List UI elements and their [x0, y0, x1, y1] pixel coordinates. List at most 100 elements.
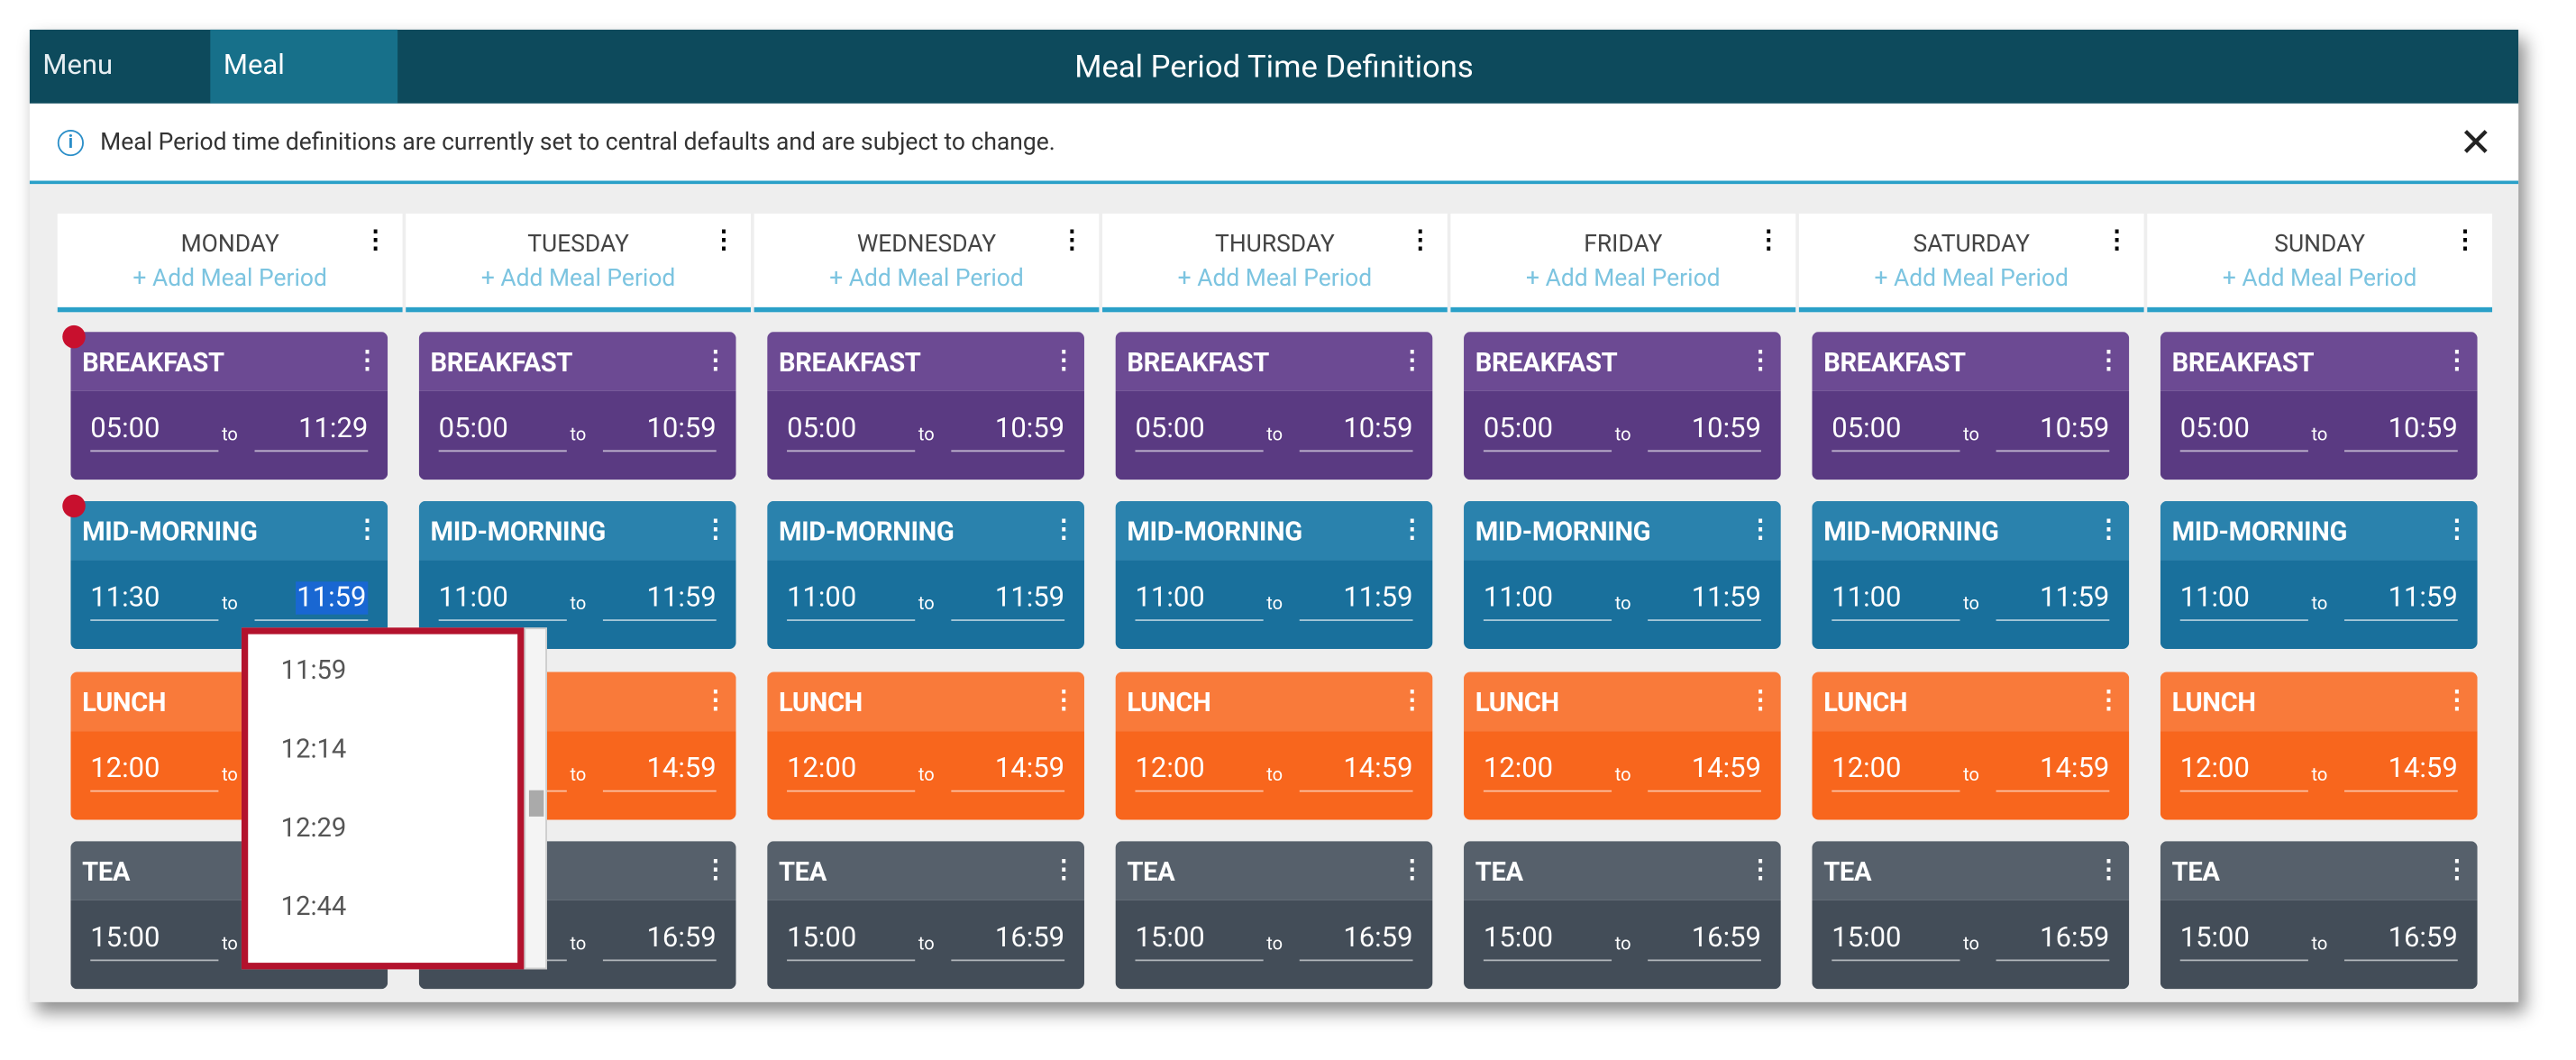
- start-time[interactable]: 05:00: [438, 412, 567, 452]
- kebab-menu[interactable]: ⋮: [2444, 514, 2470, 544]
- kebab-menu[interactable]: ⋮: [2104, 224, 2130, 255]
- end-time[interactable]: 10:59: [1299, 412, 1413, 452]
- start-time[interactable]: 11:00: [787, 581, 916, 621]
- end-time[interactable]: 11:59: [254, 581, 369, 621]
- start-time[interactable]: 12:00: [1135, 753, 1264, 792]
- kebab-menu[interactable]: ⋮: [2444, 685, 2470, 715]
- start-time[interactable]: 15:00: [90, 922, 219, 962]
- add-meal-period[interactable]: + Add Meal Period: [2222, 264, 2417, 293]
- tab-active[interactable]: Meal Periods: [210, 29, 398, 156]
- start-time[interactable]: 15:00: [787, 922, 916, 962]
- selected-time[interactable]: 11:59: [295, 581, 369, 615]
- dropdown-option[interactable]: 11:59: [280, 653, 347, 686]
- kebab-menu[interactable]: ⋮: [703, 854, 728, 884]
- start-time[interactable]: 05:00: [1832, 412, 1960, 452]
- start-time[interactable]: 05:00: [90, 412, 219, 452]
- end-time[interactable]: 11:59: [951, 581, 1065, 621]
- kebab-menu[interactable]: ⋮: [1748, 344, 1773, 375]
- end-time[interactable]: 10:59: [602, 412, 717, 452]
- end-time[interactable]: 16:59: [1996, 922, 2110, 962]
- kebab-menu[interactable]: ⋮: [1399, 854, 1425, 884]
- kebab-menu[interactable]: ⋮: [1399, 685, 1425, 715]
- kebab-menu[interactable]: ⋮: [711, 224, 736, 255]
- add-meal-period[interactable]: + Add Meal Period: [132, 264, 327, 293]
- kebab-menu[interactable]: ⋮: [1051, 854, 1076, 884]
- end-time[interactable]: 11:59: [602, 581, 717, 621]
- end-time[interactable]: 11:59: [2343, 581, 2458, 621]
- kebab-menu[interactable]: ⋮: [2096, 514, 2122, 544]
- kebab-menu[interactable]: ⋮: [1756, 224, 1781, 255]
- kebab-menu[interactable]: ⋮: [1408, 224, 1433, 255]
- end-time[interactable]: 10:59: [1648, 412, 1761, 452]
- kebab-menu[interactable]: ⋮: [2096, 344, 2122, 375]
- start-time[interactable]: 11:00: [2179, 581, 2308, 621]
- end-time[interactable]: 16:59: [1648, 922, 1761, 962]
- kebab-menu[interactable]: ⋮: [1059, 224, 1084, 255]
- kebab-menu[interactable]: ⋮: [703, 685, 728, 715]
- kebab-menu[interactable]: ⋮: [1051, 685, 1076, 715]
- end-time[interactable]: 11:59: [1299, 581, 1413, 621]
- kebab-menu[interactable]: ⋮: [1748, 854, 1773, 884]
- add-meal-period[interactable]: + Add Meal Period: [1874, 264, 2069, 293]
- kebab-menu[interactable]: ⋮: [2096, 854, 2122, 884]
- kebab-menu[interactable]: ⋮: [1748, 514, 1773, 544]
- start-time[interactable]: 11:00: [438, 581, 567, 621]
- end-time[interactable]: 11:59: [1648, 581, 1761, 621]
- kebab-menu[interactable]: ⋮: [354, 514, 380, 544]
- kebab-menu[interactable]: ⋮: [2444, 854, 2470, 884]
- end-time[interactable]: 14:59: [1648, 753, 1761, 792]
- close-button[interactable]: ✕: [2459, 120, 2493, 167]
- dropdown-option[interactable]: 12:44: [280, 890, 347, 922]
- start-time[interactable]: 12:00: [2179, 753, 2308, 792]
- start-time[interactable]: 11:00: [1832, 581, 1960, 621]
- start-time[interactable]: 05:00: [787, 412, 916, 452]
- kebab-menu[interactable]: ⋮: [354, 344, 380, 375]
- tab[interactable]: Menu Cycles: [42, 49, 124, 156]
- start-time[interactable]: 05:00: [1135, 412, 1264, 452]
- add-meal-period[interactable]: + Add Meal Period: [1526, 264, 1721, 293]
- kebab-menu[interactable]: ⋮: [703, 344, 728, 375]
- start-time[interactable]: 15:00: [1832, 922, 1960, 962]
- start-time[interactable]: 15:00: [2179, 922, 2308, 962]
- kebab-menu[interactable]: ⋮: [703, 514, 728, 544]
- end-time[interactable]: 14:59: [1996, 753, 2110, 792]
- kebab-menu[interactable]: ⋮: [362, 224, 388, 255]
- start-time[interactable]: 11:00: [1483, 581, 1612, 621]
- end-time[interactable]: 14:59: [1299, 753, 1413, 792]
- end-time[interactable]: 11:59: [1996, 581, 2110, 621]
- kebab-menu[interactable]: ⋮: [2453, 224, 2478, 255]
- dropdown-option[interactable]: 12:14: [280, 732, 347, 764]
- start-time[interactable]: 11:30: [90, 581, 219, 621]
- start-time[interactable]: 11:00: [1135, 581, 1264, 621]
- dropdown-option[interactable]: 12:29: [280, 811, 347, 844]
- end-time[interactable]: 10:59: [2343, 412, 2458, 452]
- start-time[interactable]: 12:00: [787, 753, 916, 792]
- kebab-menu[interactable]: ⋮: [2096, 685, 2122, 715]
- start-time[interactable]: 15:00: [1135, 922, 1264, 962]
- end-time[interactable]: 14:59: [2343, 753, 2458, 792]
- end-time[interactable]: 16:59: [951, 922, 1065, 962]
- kebab-menu[interactable]: ⋮: [2444, 344, 2470, 375]
- kebab-menu[interactable]: ⋮: [1748, 685, 1773, 715]
- start-time[interactable]: 05:00: [2179, 412, 2308, 452]
- kebab-menu[interactable]: ⋮: [1051, 344, 1076, 375]
- end-time[interactable]: 16:59: [2343, 922, 2458, 962]
- end-time[interactable]: 10:59: [1996, 412, 2110, 452]
- kebab-menu[interactable]: ⋮: [1399, 514, 1425, 544]
- end-time[interactable]: 14:59: [602, 753, 717, 792]
- start-time[interactable]: 12:00: [90, 753, 219, 792]
- kebab-menu[interactable]: ⋮: [1051, 514, 1076, 544]
- add-meal-period[interactable]: + Add Meal Period: [829, 264, 1024, 293]
- add-meal-period[interactable]: + Add Meal Period: [1177, 264, 1373, 293]
- start-time[interactable]: 15:00: [1483, 922, 1612, 962]
- start-time[interactable]: 12:00: [1483, 753, 1612, 792]
- end-time[interactable]: 10:59: [951, 412, 1065, 452]
- add-meal-period[interactable]: + Add Meal Period: [480, 264, 676, 293]
- end-time[interactable]: 16:59: [1299, 922, 1413, 962]
- kebab-menu[interactable]: ⋮: [1399, 344, 1425, 375]
- start-time[interactable]: 05:00: [1483, 412, 1612, 452]
- end-time[interactable]: 14:59: [951, 753, 1065, 792]
- end-time[interactable]: 16:59: [602, 922, 717, 962]
- start-time[interactable]: 12:00: [1832, 753, 1960, 792]
- end-time[interactable]: 11:29: [254, 412, 369, 452]
